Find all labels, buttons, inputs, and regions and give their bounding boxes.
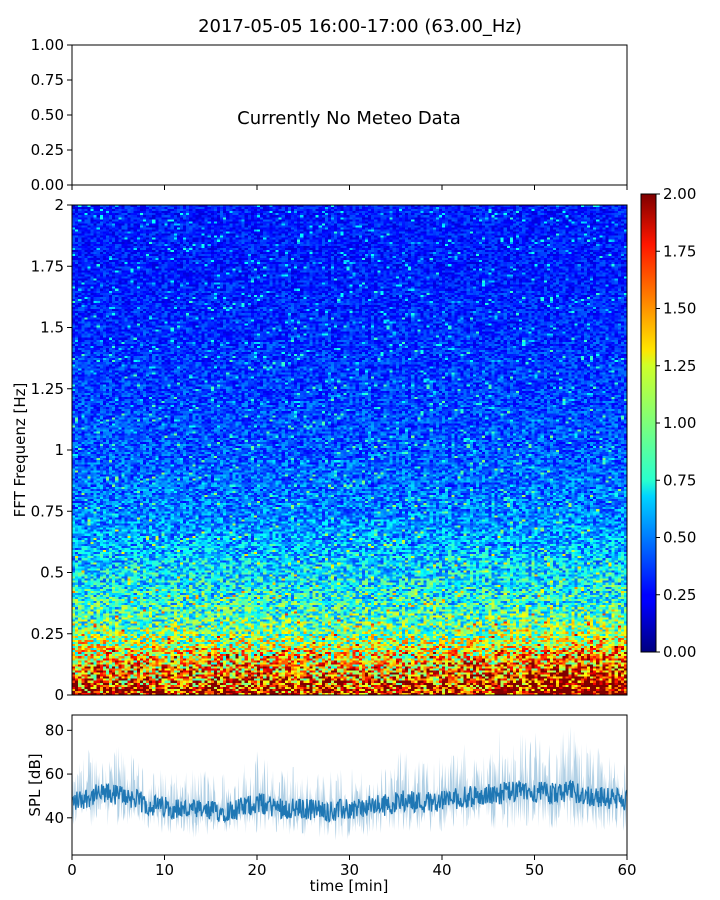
spl-xtick-label: 50	[525, 861, 544, 879]
spectrogram-ytick-label: 0	[54, 686, 64, 704]
colorbar-tick-label: 1.00	[663, 414, 696, 432]
spectrogram-ylabel: FFT Frequenz [Hz]	[11, 383, 29, 518]
spl-xtick-label: 10	[155, 861, 174, 879]
meteo-ytick-label: 0.00	[31, 176, 64, 194]
spl-ytick-label: 60	[45, 765, 64, 783]
spl-ytick-label: 40	[45, 809, 64, 827]
colorbar-gradient	[640, 193, 657, 653]
spectrogram-ytick-label: 1.75	[31, 257, 64, 275]
figure-title: 2017-05-05 16:00-17:00 (63.00_Hz)	[198, 16, 522, 37]
meteo-ytick-label: 0.75	[31, 71, 64, 89]
spectrogram-ytick-label: 0.75	[31, 502, 64, 520]
spectrogram-ytick-label: 0.5	[40, 564, 64, 582]
spectrogram-ytick-label: 1	[54, 441, 64, 459]
colorbar-tick-label: 0.00	[663, 643, 696, 661]
spectrogram-panel: FFT Frequenz [Hz]	[11, 204, 628, 696]
spectrogram-heatmap	[72, 205, 627, 695]
meteo-ytick-label: 0.25	[31, 141, 64, 159]
meteo-panel: Currently No Meteo Data	[71, 44, 628, 186]
colorbar	[640, 193, 657, 653]
spectrogram-ytick-label: 1.25	[31, 380, 64, 398]
spl-series-line	[71, 779, 628, 824]
spl-xlabel: time [min]	[310, 877, 389, 895]
spl-xtick-label: 60	[617, 861, 636, 879]
colorbar-tick-label: 1.50	[663, 300, 696, 318]
spl-xtick-label: 40	[432, 861, 451, 879]
spl-ytick-label: 80	[45, 721, 64, 739]
spl-xtick-label: 20	[247, 861, 266, 879]
meteo-ytick-label: 0.50	[31, 106, 64, 124]
colorbar-tick-label: 0.25	[663, 586, 696, 604]
spl-xtick-label: 30	[340, 861, 359, 879]
colorbar-tick-label: 0.75	[663, 471, 696, 489]
colorbar-tick-label: 2.00	[663, 185, 696, 203]
spectrogram-ytick-label: 0.25	[31, 625, 64, 643]
meteo-annotation: Currently No Meteo Data	[237, 108, 461, 129]
spectrogram-ytick-label: 1.5	[40, 319, 64, 337]
colorbar-tick-label: 0.50	[663, 529, 696, 547]
spl-xtick-label: 0	[67, 861, 77, 879]
spectrogram-ytick-label: 2	[54, 196, 64, 214]
tick-layer: 0.00 0.25 0.50 0.75 1.00 0 0.25 0.5 0.75 1 1.25 1.5…	[31, 36, 697, 879]
spl-ylabel: SPL [dB]	[26, 753, 44, 816]
meteo-ytick-label: 1.00	[31, 36, 64, 54]
colorbar-tick-label: 1.75	[663, 242, 696, 260]
colorbar-tick-label: 1.25	[663, 357, 696, 375]
